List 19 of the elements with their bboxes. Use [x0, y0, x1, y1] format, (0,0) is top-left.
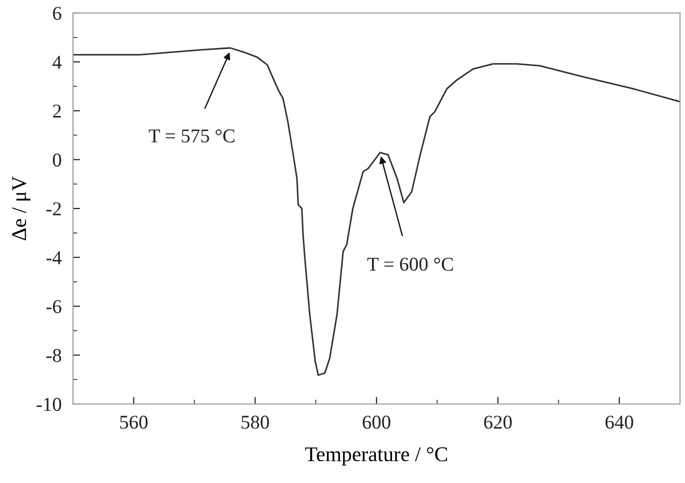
line-series	[73, 47, 680, 376]
y-tick-label: -6	[46, 300, 62, 314]
y-axis-title: Δe / μV	[12, 176, 30, 240]
y-tick-label: 2	[53, 104, 61, 118]
x-tick-label: 620	[484, 416, 512, 429]
annotation: T = 575 °C	[148, 129, 234, 142]
x-axis-title: Temperature / °C	[305, 447, 448, 466]
x-tick-label: 600	[362, 416, 390, 429]
x-tick-label: 560	[120, 416, 148, 429]
x-tick-label: 580	[242, 416, 269, 429]
y-tick-label: -2	[46, 202, 61, 216]
y-tick-label: 6	[53, 6, 62, 20]
y-tick-label: -10	[36, 398, 62, 411]
x-tick-label: 640	[606, 416, 634, 429]
y-tick-label: -8	[46, 348, 62, 362]
annotation: T = 600 °C	[367, 258, 453, 271]
y-tick-label: 4	[52, 56, 62, 69]
y-tick-label: -4	[46, 251, 62, 264]
y-tick-label: 0	[52, 153, 62, 167]
